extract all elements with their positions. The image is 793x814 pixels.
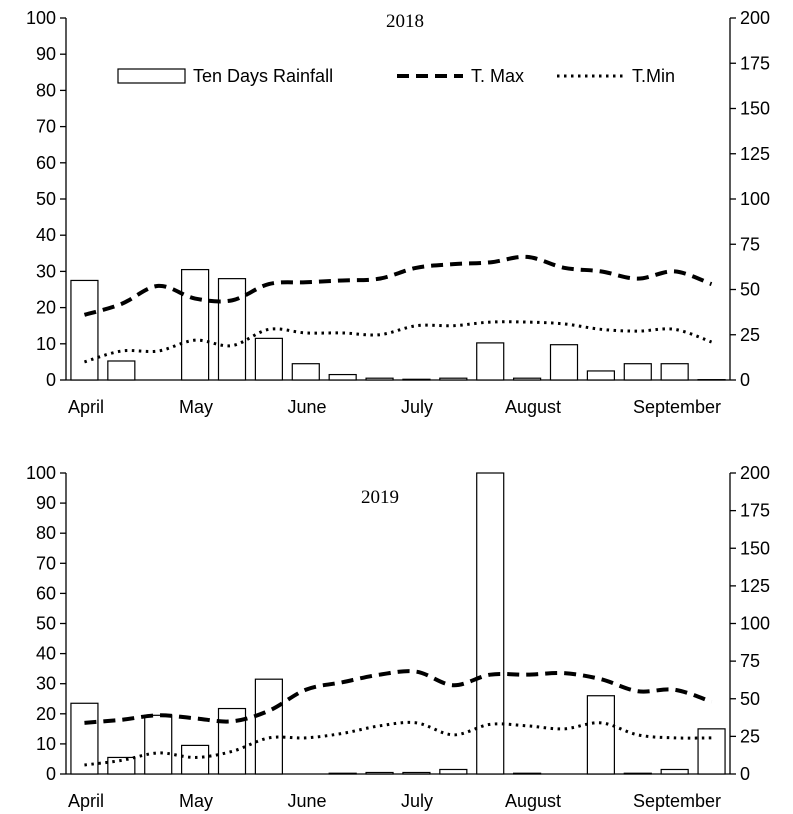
- legend-tmax-label: T. Max: [471, 66, 524, 86]
- rainfall-bar: [439, 377, 468, 381]
- rainfall-bar: [291, 363, 320, 381]
- chart-title: 2018: [386, 11, 424, 32]
- right-y-tick-label: 75: [740, 234, 760, 254]
- right-y-tick-label: 125: [740, 144, 770, 164]
- right-y-tick-label: 200: [740, 463, 770, 483]
- rainfall-bar: [586, 370, 615, 381]
- left-y-tick-label: 30: [36, 261, 56, 281]
- rainfall-bar: [586, 695, 615, 775]
- rainfall-bar: [402, 378, 431, 381]
- left-y-tick-label: 100: [26, 463, 56, 483]
- rainfall-bar: [513, 377, 542, 381]
- rainfall-bar: [697, 728, 726, 775]
- x-tick-label: August: [505, 397, 561, 417]
- rainfall-bar: [328, 373, 357, 381]
- rainfall-bar: [660, 363, 689, 381]
- right-y-tick-label: 150: [740, 99, 770, 119]
- right-y-tick-label: 75: [740, 651, 760, 671]
- left-y-tick-label: 50: [36, 614, 56, 634]
- left-y-tick-label: 50: [36, 189, 56, 209]
- rainfall-bar: [476, 472, 505, 775]
- tmin-line: [84, 720, 712, 767]
- rainfall-bar: [70, 279, 99, 381]
- left-y-tick-label: 70: [36, 117, 56, 137]
- rainfall-bar: [623, 363, 652, 381]
- left-y-tick-label: 100: [26, 8, 56, 28]
- rainfall-bar: [402, 771, 431, 775]
- left-y-tick-label: 30: [36, 674, 56, 694]
- rainfall-bar: [513, 772, 542, 775]
- right-y-tick-label: 200: [740, 8, 770, 28]
- rainfall-bar: [660, 768, 689, 775]
- rainfall-bar: [254, 678, 283, 775]
- left-y-tick-label: 80: [36, 80, 56, 100]
- legend-rainfall-label: Ten Days Rainfall: [193, 66, 333, 86]
- rainfall-bar: [439, 768, 468, 775]
- x-tick-label: July: [401, 791, 433, 811]
- rainfall-bar: [217, 278, 247, 381]
- right-y-tick-label: 0: [740, 370, 750, 390]
- rainfall-bar: [181, 744, 210, 775]
- left-y-tick-label: 90: [36, 44, 56, 64]
- left-y-tick-label: 10: [36, 734, 56, 754]
- rainfall-bar: [70, 702, 99, 775]
- left-y-tick-label: 40: [36, 644, 56, 664]
- left-y-tick-label: 0: [46, 370, 56, 390]
- chart-title: 2019: [361, 487, 399, 508]
- right-y-tick-label: 175: [740, 53, 770, 73]
- x-tick-label: April: [68, 397, 104, 417]
- left-y-tick-label: 60: [36, 153, 56, 173]
- x-tick-label: August: [505, 791, 561, 811]
- x-tick-label: September: [633, 791, 721, 811]
- rainfall-bar: [107, 360, 136, 381]
- rainfall-bar: [365, 377, 394, 381]
- rainfall-bar: [623, 772, 652, 775]
- right-y-tick-label: 175: [740, 501, 770, 521]
- right-y-tick-label: 25: [740, 325, 760, 345]
- right-y-tick-label: 0: [740, 764, 750, 784]
- left-y-tick-label: 60: [36, 583, 56, 603]
- chart-2018: 2018 Ten Days Rainfall T. Max T.Min 0 10 2…: [26, 8, 770, 417]
- tmin-line: [84, 320, 713, 364]
- left-y-tick-label: 20: [36, 298, 56, 318]
- rainfall-bar: [144, 714, 173, 775]
- right-y-tick-label: 125: [740, 576, 770, 596]
- left-y-tick-label: 80: [36, 523, 56, 543]
- rainfall-bar: [365, 771, 394, 775]
- rainfall-bar: [549, 344, 579, 381]
- tmax-line: [84, 669, 713, 725]
- tmax-line: [83, 254, 713, 317]
- left-y-tick-label: 70: [36, 553, 56, 573]
- x-tick-label: May: [179, 397, 213, 417]
- legend-rainfall-swatch: [117, 68, 186, 84]
- rainfall-bar: [181, 268, 210, 381]
- rainfall-bar: [254, 337, 283, 381]
- left-y-tick-label: 20: [36, 704, 56, 724]
- chart-2019: 2019 0 10 20 30 40 50 60 70 80 90 100 0 25 50 75 100 12…: [26, 463, 770, 811]
- right-y-tick-label: 50: [740, 280, 760, 300]
- rainfall-bar: [476, 342, 505, 381]
- rainfall-bar: [328, 772, 357, 775]
- left-y-tick-label: 10: [36, 334, 56, 354]
- right-y-tick-label: 100: [740, 614, 770, 634]
- x-tick-label: July: [401, 397, 433, 417]
- right-y-tick-label: 150: [740, 538, 770, 558]
- right-y-tick-label: 100: [740, 189, 770, 209]
- legend-tmin-label: T.Min: [632, 66, 675, 86]
- x-tick-label: June: [287, 397, 326, 417]
- x-tick-label: May: [179, 791, 213, 811]
- left-y-tick-label: 0: [46, 764, 56, 784]
- x-tick-label: September: [633, 397, 721, 417]
- x-tick-label: June: [287, 791, 326, 811]
- right-y-tick-label: 25: [740, 726, 760, 746]
- x-tick-label: April: [68, 791, 104, 811]
- left-y-tick-label: 90: [36, 493, 56, 513]
- right-y-tick-label: 50: [740, 689, 760, 709]
- left-y-tick-label: 40: [36, 225, 56, 245]
- legend: Ten Days Rainfall T. Max T.Min: [117, 66, 675, 86]
